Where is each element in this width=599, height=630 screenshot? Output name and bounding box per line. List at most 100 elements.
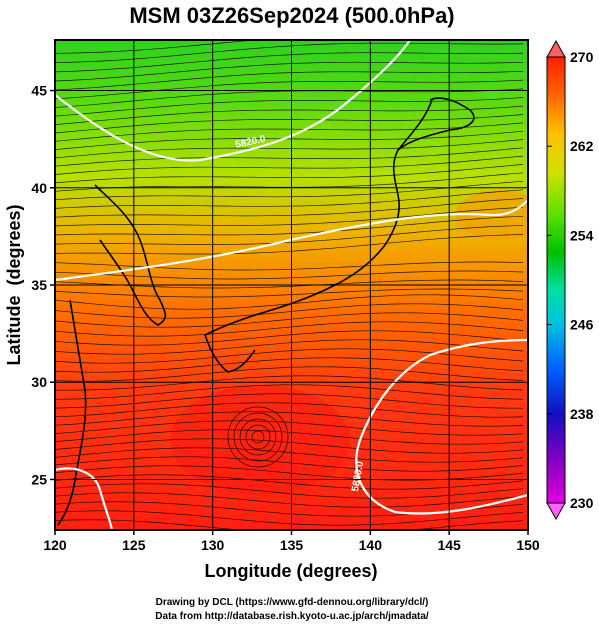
x-tick-label: 145 — [437, 537, 461, 553]
streamline-eddy — [233, 412, 283, 462]
coastline — [57, 97, 475, 526]
colorbar-top-arrow — [546, 39, 566, 58]
streamline — [55, 105, 524, 125]
streamline — [55, 339, 524, 355]
streamline — [55, 402, 524, 418]
streamline — [55, 79, 524, 100]
streamline — [55, 139, 524, 159]
streamline — [55, 70, 524, 91]
streamline — [55, 303, 524, 319]
kyushu-coast — [204, 334, 256, 373]
x-tick-label: 125 — [122, 537, 146, 553]
streamline — [55, 189, 524, 209]
streamline — [55, 429, 524, 445]
china-coast — [57, 299, 87, 526]
streamline — [55, 483, 524, 499]
grid — [55, 40, 528, 530]
streamline — [55, 357, 524, 373]
colorbar-gradient — [546, 56, 566, 504]
streamline — [55, 288, 524, 298]
y-tick-label: 40 — [31, 180, 47, 196]
footer-line-1: Drawing by DCL (https://www.gfd-dennou.o… — [156, 597, 429, 608]
streamline — [55, 279, 524, 289]
streamline — [55, 206, 524, 227]
streamline-eddy — [239, 418, 277, 456]
plot-area: 5880.0 5820.0 — [55, 40, 528, 530]
streamline-eddy — [227, 406, 289, 468]
x-tick-label: 130 — [201, 537, 225, 553]
streamline — [55, 114, 524, 134]
streamline — [55, 366, 524, 382]
streamlines — [55, 40, 524, 530]
streamline — [55, 312, 524, 328]
streamline — [55, 438, 524, 454]
y-axis: 25 30 35 40 45 — [31, 83, 55, 487]
contour-subtropical-high — [355, 338, 528, 515]
x-tick-label: 150 — [516, 537, 540, 553]
streamline-eddy — [251, 430, 265, 444]
y-tick-label: 30 — [31, 374, 47, 390]
contour-middle — [55, 199, 528, 282]
streamline — [55, 456, 524, 472]
hokkaido-coast — [397, 97, 475, 151]
colorbar: 270 262 254 246 238 230 — [546, 39, 594, 521]
streamline — [55, 393, 523, 409]
streamline — [55, 321, 524, 337]
streamline — [55, 172, 524, 192]
y-tick-label: 45 — [31, 83, 47, 99]
streamline — [55, 147, 524, 167]
streamline — [55, 52, 524, 73]
streamline — [55, 270, 524, 280]
streamline — [55, 130, 524, 150]
streamline — [55, 61, 524, 82]
streamline — [55, 330, 524, 346]
contours — [55, 40, 528, 530]
footer-line-2: Data from http://database.rish.kyoto-u.a… — [155, 611, 429, 622]
streamline — [55, 348, 524, 364]
y-tick-label: 25 — [31, 471, 47, 487]
colorbar-tick-label: 238 — [570, 406, 594, 422]
streamline-eddy — [245, 424, 271, 450]
streamline — [55, 519, 524, 530]
x-tick-label: 120 — [43, 537, 67, 553]
streamline — [55, 155, 524, 175]
streamline — [55, 122, 524, 142]
streamline — [55, 420, 524, 436]
contour-label-5880: 5880.0 — [350, 460, 366, 492]
streamline — [55, 261, 524, 271]
streamline — [55, 224, 524, 245]
chart-title: MSM 03Z26Sep2024 (500.0hPa) — [129, 3, 454, 28]
x-tick-label: 135 — [280, 537, 304, 553]
streamline — [55, 375, 524, 391]
colorbar-tick-label: 254 — [570, 227, 594, 243]
streamline — [55, 510, 524, 526]
contour-southwest — [55, 467, 114, 530]
y-tick-label: 35 — [31, 277, 47, 293]
korea-coast — [94, 184, 167, 326]
streamline — [55, 88, 524, 108]
colorbar-ticks: 270 262 254 246 238 230 — [547, 49, 594, 511]
streamline — [55, 215, 524, 236]
colorbar-tick-label: 246 — [570, 317, 594, 333]
colorbar-tick-label: 270 — [570, 49, 594, 65]
streamline — [55, 234, 524, 255]
streamline — [55, 40, 260, 54]
colorbar-tick-label: 230 — [570, 495, 594, 511]
streamline — [55, 474, 524, 490]
streamline — [55, 384, 524, 400]
colorbar-bottom-arrow — [546, 502, 566, 521]
colorbar-tick-label: 262 — [570, 138, 594, 154]
streamline — [55, 42, 524, 64]
streamline — [55, 164, 524, 184]
streamline — [55, 492, 524, 508]
x-tick-label: 140 — [359, 537, 383, 553]
streamline — [55, 97, 524, 117]
streamline — [55, 411, 524, 427]
y-axis-label: Latitude (degrees) — [4, 204, 24, 365]
contour-north — [55, 40, 411, 162]
x-axis-label: Longitude (degrees) — [204, 561, 377, 581]
streamline — [55, 198, 524, 218]
japan-coast — [204, 99, 433, 336]
streamline — [55, 447, 524, 463]
